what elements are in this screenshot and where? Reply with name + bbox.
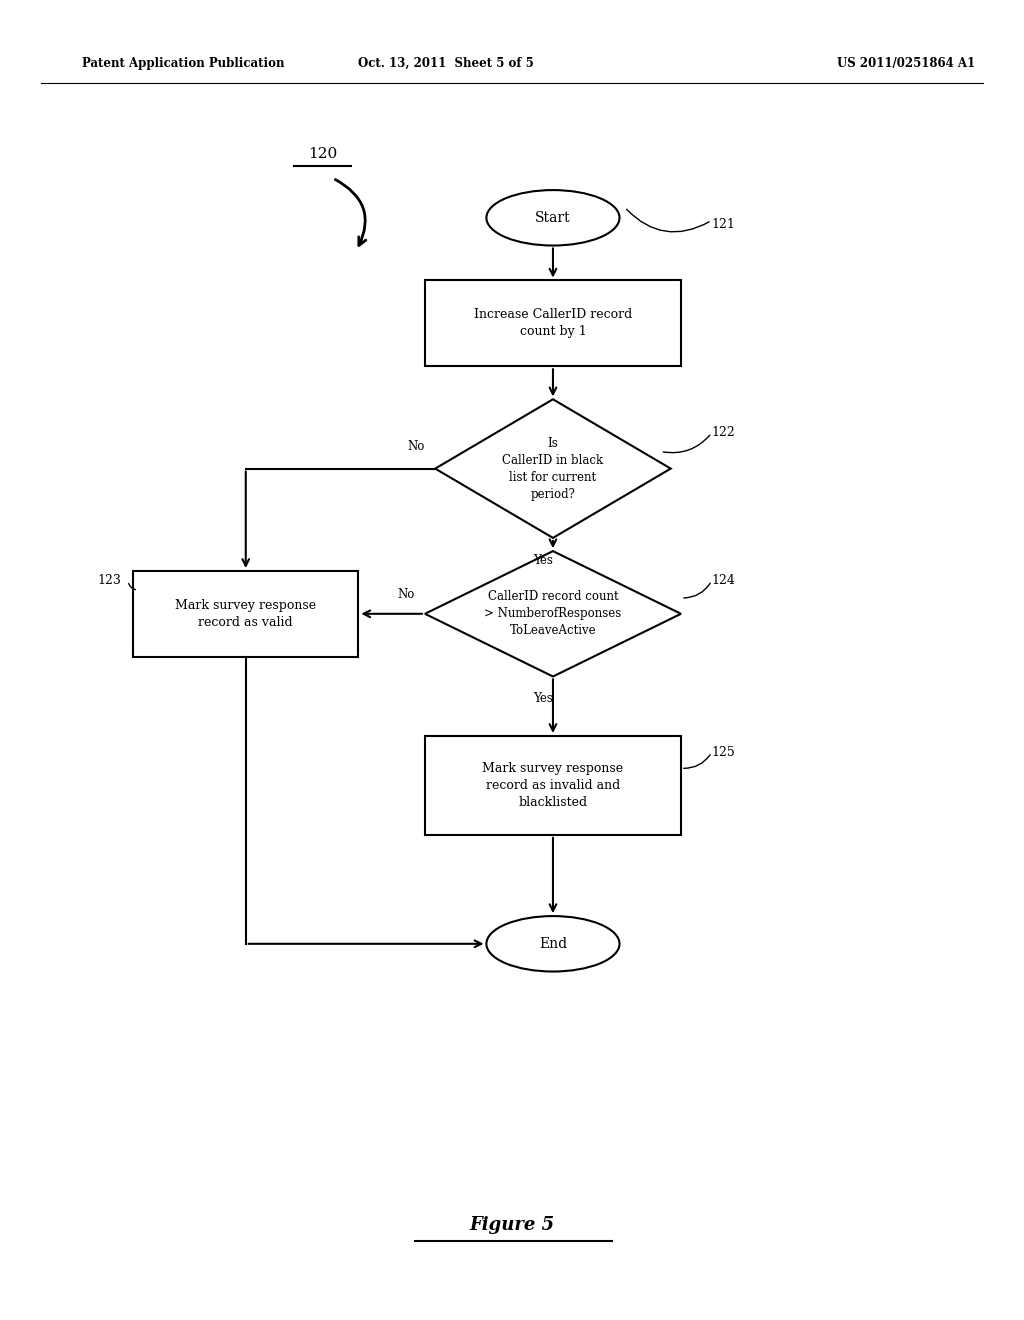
Text: Figure 5: Figure 5 <box>469 1216 555 1234</box>
Text: Is
CallerID in black
list for current
period?: Is CallerID in black list for current pe… <box>503 437 603 500</box>
Text: 124: 124 <box>712 574 735 587</box>
Text: Yes: Yes <box>532 692 553 705</box>
Text: Mark survey response
record as valid: Mark survey response record as valid <box>175 599 316 628</box>
Text: 122: 122 <box>712 426 735 440</box>
Text: Increase CallerID record
count by 1: Increase CallerID record count by 1 <box>474 309 632 338</box>
Text: Start: Start <box>536 211 570 224</box>
Text: 120: 120 <box>308 147 337 161</box>
Text: No: No <box>408 440 425 453</box>
Text: 123: 123 <box>97 574 121 587</box>
Text: 125: 125 <box>712 746 735 759</box>
Text: CallerID record count
> NumberofResponses
ToLeaveActive: CallerID record count > NumberofResponse… <box>484 590 622 638</box>
Text: Oct. 13, 2011  Sheet 5 of 5: Oct. 13, 2011 Sheet 5 of 5 <box>357 57 534 70</box>
Bar <box>425 280 681 366</box>
Text: No: No <box>397 587 415 601</box>
Text: End: End <box>539 937 567 950</box>
Bar <box>425 735 681 834</box>
Bar <box>133 570 358 656</box>
Text: Yes: Yes <box>532 554 553 566</box>
Text: Patent Application Publication: Patent Application Publication <box>82 57 285 70</box>
Text: 121: 121 <box>712 218 735 231</box>
Text: US 2011/0251864 A1: US 2011/0251864 A1 <box>838 57 975 70</box>
Text: Mark survey response
record as invalid and
blacklisted: Mark survey response record as invalid a… <box>482 762 624 809</box>
